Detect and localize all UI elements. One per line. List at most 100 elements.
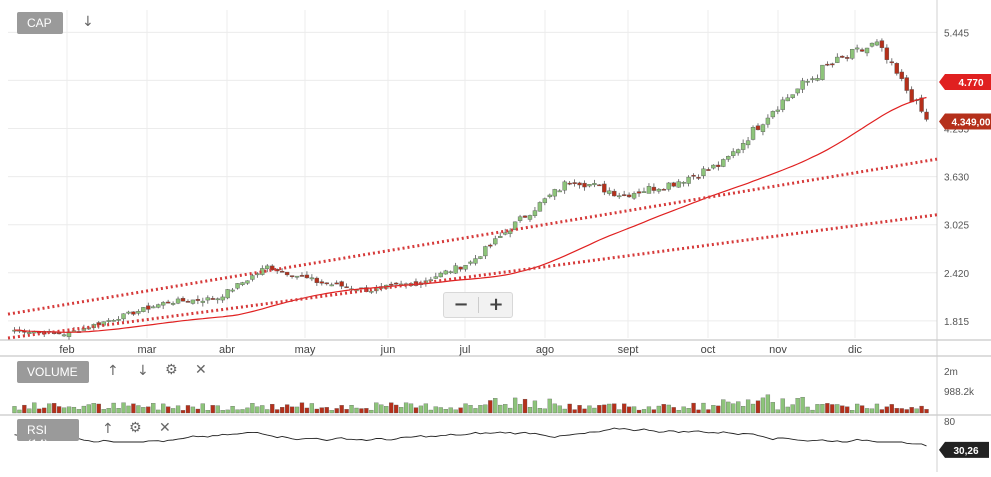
candle-body bbox=[126, 311, 131, 314]
volume-bar bbox=[185, 405, 191, 414]
candle-body bbox=[329, 284, 334, 287]
arrow-down-icon[interactable]: ↓ bbox=[137, 363, 149, 379]
volume-pane-tag[interactable]: VOLUME bbox=[17, 361, 89, 383]
candle-body bbox=[205, 297, 210, 301]
volume-bar bbox=[190, 406, 196, 414]
month-label: dic bbox=[848, 344, 863, 356]
volume-tick-label: 988.2k bbox=[944, 387, 975, 398]
month-label: ago bbox=[536, 344, 554, 356]
volume-bar bbox=[532, 400, 538, 414]
volume-bar bbox=[473, 408, 478, 414]
trendline[interactable] bbox=[7, 213, 938, 340]
volume-bar bbox=[275, 409, 280, 414]
candle-body bbox=[636, 191, 642, 194]
volume-bar bbox=[820, 404, 825, 414]
volume-bar bbox=[200, 403, 205, 414]
volume-bar bbox=[299, 402, 305, 414]
candle-body bbox=[61, 334, 67, 337]
rsi-tick-label: 80 bbox=[944, 417, 956, 428]
volume-bar bbox=[552, 403, 557, 414]
candle-body bbox=[681, 182, 686, 184]
volume-bar bbox=[909, 407, 914, 414]
price-tick-label: 3.630 bbox=[944, 173, 969, 184]
volume-bar bbox=[542, 408, 547, 414]
gear-icon[interactable]: ⚙ bbox=[165, 362, 178, 378]
volume-bar bbox=[294, 406, 300, 414]
candle-body bbox=[845, 57, 850, 59]
volume-bar bbox=[577, 405, 582, 414]
trendline[interactable] bbox=[7, 157, 938, 316]
arrow-up-icon[interactable]: ↑ bbox=[102, 421, 114, 437]
volume-bar bbox=[537, 407, 543, 414]
candle-body bbox=[225, 289, 230, 299]
volume-bar bbox=[612, 403, 617, 414]
gear-icon[interactable]: ⚙ bbox=[129, 420, 142, 436]
candle-body bbox=[443, 270, 448, 275]
volume-bar bbox=[622, 403, 627, 414]
candle-body bbox=[547, 194, 552, 198]
last-price-badge-label: 4.349,00 bbox=[952, 117, 991, 128]
volume-bar bbox=[706, 409, 711, 414]
month-label: nov bbox=[769, 344, 787, 356]
volume-bar bbox=[205, 410, 210, 414]
volume-bar bbox=[389, 402, 394, 414]
rsi-pane-tag[interactable]: RSI (14) bbox=[17, 419, 79, 451]
volume-bar bbox=[631, 406, 637, 414]
volume-bar bbox=[260, 405, 265, 414]
volume-bar bbox=[488, 400, 493, 414]
volume-bar bbox=[587, 405, 592, 414]
candle-body bbox=[369, 290, 374, 293]
price-pane-tag[interactable]: CAP bbox=[17, 12, 63, 34]
volume-bar bbox=[106, 408, 111, 414]
candle-body bbox=[899, 71, 904, 79]
volume-bar bbox=[156, 409, 161, 414]
candle-body bbox=[731, 151, 736, 156]
close-icon[interactable]: ✕ bbox=[195, 362, 207, 378]
volume-bar bbox=[572, 409, 577, 414]
zoom-out-button[interactable]: − bbox=[453, 294, 469, 315]
arrow-up-icon[interactable]: ↑ bbox=[107, 363, 119, 379]
candle-body bbox=[66, 331, 72, 337]
candle-body bbox=[532, 210, 538, 216]
volume-bar bbox=[755, 400, 761, 414]
volume-bar bbox=[324, 407, 329, 414]
volume-bar bbox=[250, 403, 255, 414]
candle-body bbox=[106, 320, 111, 322]
volume-bar bbox=[215, 405, 220, 414]
candle-body bbox=[696, 177, 701, 179]
candle-body bbox=[760, 124, 766, 132]
candle-body bbox=[849, 49, 855, 59]
candle-body bbox=[567, 182, 572, 185]
volume-bar bbox=[760, 397, 766, 414]
candle-body bbox=[438, 272, 443, 278]
volume-bar bbox=[76, 409, 82, 414]
candle-body bbox=[517, 216, 523, 221]
volume-bar bbox=[235, 409, 240, 414]
close-icon[interactable]: ✕ bbox=[159, 420, 171, 436]
volume-bar bbox=[512, 397, 518, 414]
candle-body bbox=[200, 300, 206, 303]
rsi-value-badge bbox=[939, 441, 989, 458]
candle-body bbox=[854, 47, 860, 50]
candle-body bbox=[190, 299, 196, 304]
volume-bar bbox=[800, 396, 805, 414]
volume-bar bbox=[641, 409, 647, 414]
volume-bar bbox=[116, 408, 121, 414]
volume-bar bbox=[22, 404, 27, 414]
volume-bar bbox=[27, 408, 32, 414]
candle-body bbox=[235, 283, 240, 289]
candle-body bbox=[750, 127, 756, 140]
ma-value-badge bbox=[939, 73, 991, 90]
candle-body bbox=[676, 181, 681, 188]
volume-bar bbox=[731, 403, 736, 414]
volume-bar bbox=[835, 404, 840, 414]
volume-bar bbox=[889, 404, 894, 414]
candle-body bbox=[755, 125, 761, 131]
candle-body bbox=[909, 89, 914, 103]
volume-bar bbox=[567, 403, 572, 414]
arrow-down-icon[interactable]: ↓ bbox=[82, 14, 94, 30]
volume-bar bbox=[12, 406, 17, 414]
zoom-in-button[interactable]: + bbox=[488, 294, 504, 315]
candle-body bbox=[141, 307, 146, 312]
